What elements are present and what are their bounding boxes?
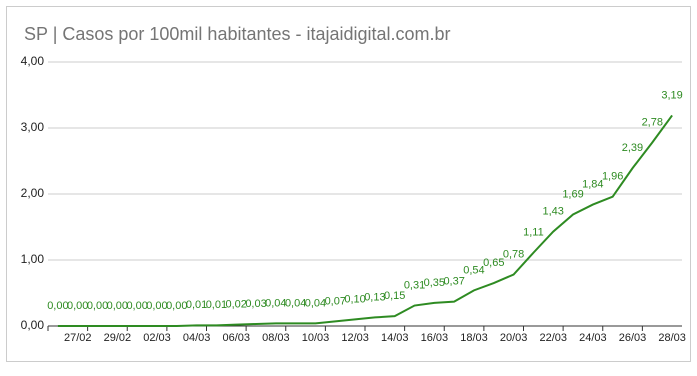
y-tick-label: 3,00 (21, 120, 45, 134)
data-label: 0,00 (67, 300, 88, 312)
data-label: 2,39 (622, 142, 643, 154)
data-label: 0,01 (186, 299, 207, 311)
x-tick-label: 29/02 (104, 332, 132, 344)
data-label: 0,00 (146, 300, 167, 312)
y-tick-label: 1,00 (21, 252, 45, 266)
data-label: 1,43 (543, 206, 564, 218)
data-label: 1,96 (602, 171, 623, 183)
x-tick-label: 12/03 (341, 332, 369, 344)
data-label: 1,84 (582, 178, 603, 190)
x-tick-label: 02/03 (143, 332, 171, 344)
data-label: 0,15 (384, 290, 405, 302)
x-tick-label: 28/03 (658, 332, 686, 344)
data-label: 0,00 (107, 300, 128, 312)
data-label: 0,00 (87, 300, 108, 312)
x-tick-label: 10/03 (302, 332, 330, 344)
data-label: 0,37 (443, 275, 464, 287)
chart-title: SP | Casos por 100mil habitantes - itaja… (24, 24, 451, 44)
data-label: 2,78 (642, 116, 663, 128)
y-tick-label: 2,00 (21, 186, 45, 200)
chart-frame (6, 6, 691, 362)
x-tick-label: 26/03 (619, 332, 647, 344)
data-label: 0,03 (245, 298, 266, 310)
data-label: 1,11 (523, 227, 544, 239)
x-tick-label: 20/03 (500, 332, 528, 344)
x-tick-label: 14/03 (381, 332, 409, 344)
data-label: 0,00 (126, 300, 147, 312)
data-label: 0,07 (325, 295, 346, 307)
data-label: 0,31 (404, 279, 425, 291)
x-tick-label: 16/03 (421, 332, 449, 344)
data-label: 0,04 (285, 297, 306, 309)
line (57, 114, 673, 327)
data-label: 0,01 (206, 299, 227, 311)
data-label: 0,00 (47, 300, 68, 312)
data-label: 0,54 (463, 264, 484, 276)
data-label: 0,13 (364, 291, 385, 303)
x-tick-label: 27/02 (64, 332, 92, 344)
x-tick-label: 18/03 (460, 332, 488, 344)
data-label: 0,02 (226, 299, 247, 311)
data-label: 3,19 (661, 89, 682, 101)
y-tick-label: 4,00 (21, 54, 45, 68)
y-tick-label: 0,00 (21, 318, 45, 332)
x-tick-label: 08/03 (262, 332, 290, 344)
data-label: 0,10 (344, 293, 365, 305)
x-tick-label: 24/03 (579, 332, 607, 344)
data-label: 0,35 (424, 277, 445, 289)
x-tick-label: 04/03 (183, 332, 211, 344)
data-label: 0,00 (166, 300, 187, 312)
data-label: 0,04 (265, 297, 286, 309)
data-label: 0,65 (483, 257, 504, 269)
data-label: 0,78 (503, 248, 524, 260)
x-tick-label: 22/03 (539, 332, 567, 344)
data-label: 0,04 (305, 297, 326, 309)
data-label: 1,69 (562, 188, 583, 200)
x-tick-label: 06/03 (222, 332, 250, 344)
